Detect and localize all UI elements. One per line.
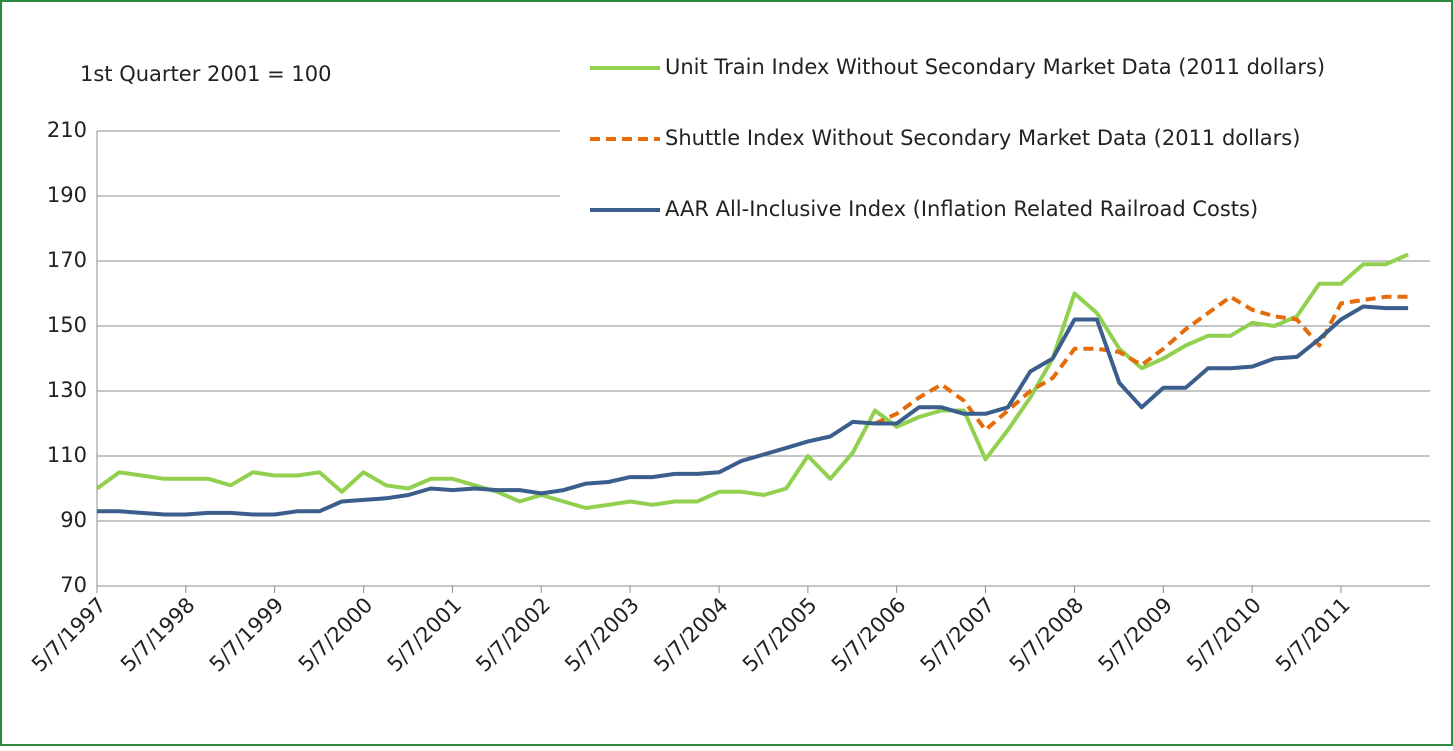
y-tick-label: 130: [47, 378, 87, 402]
legend-label: Shuttle Index Without Secondary Market D…: [665, 126, 1300, 150]
legend-label: Unit Train Index Without Secondary Marke…: [665, 55, 1325, 79]
y-tick-label: 170: [47, 248, 87, 272]
y-tick-label: 150: [47, 313, 87, 337]
series-line: [874, 294, 1409, 432]
legend-label: AAR All-Inclusive Index (Inflation Relat…: [665, 197, 1258, 221]
y-tick-label: 90: [60, 508, 87, 532]
y-tick-label: 70: [60, 573, 87, 597]
y-tick-label: 110: [47, 443, 87, 467]
y-tick-label: 210: [47, 118, 87, 142]
series-line: [97, 304, 1409, 517]
y-tick-label: 190: [47, 183, 87, 207]
annotation: 1st Quarter 2001 = 100: [80, 62, 332, 86]
legend-background: [560, 40, 1430, 240]
series-line: [95, 252, 1409, 510]
